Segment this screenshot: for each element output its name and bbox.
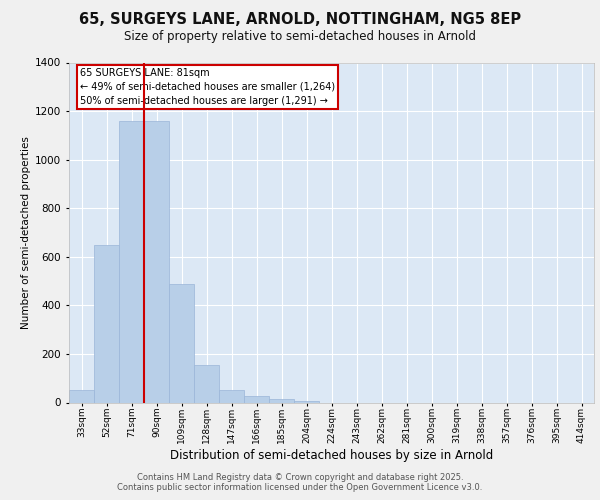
X-axis label: Distribution of semi-detached houses by size in Arnold: Distribution of semi-detached houses by … xyxy=(170,448,493,462)
Text: Contains HM Land Registry data © Crown copyright and database right 2025.
Contai: Contains HM Land Registry data © Crown c… xyxy=(118,473,482,492)
Bar xyxy=(69,390,94,402)
Bar xyxy=(119,121,144,402)
Bar xyxy=(194,365,219,403)
Text: Size of property relative to semi-detached houses in Arnold: Size of property relative to semi-detach… xyxy=(124,30,476,43)
Y-axis label: Number of semi-detached properties: Number of semi-detached properties xyxy=(21,136,31,329)
Bar xyxy=(269,399,294,402)
Text: 65 SURGEYS LANE: 81sqm
← 49% of semi-detached houses are smaller (1,264)
50% of : 65 SURGEYS LANE: 81sqm ← 49% of semi-det… xyxy=(79,68,335,106)
Bar xyxy=(219,390,244,402)
Bar xyxy=(244,396,269,402)
Text: 65, SURGEYS LANE, ARNOLD, NOTTINGHAM, NG5 8EP: 65, SURGEYS LANE, ARNOLD, NOTTINGHAM, NG… xyxy=(79,12,521,28)
Bar xyxy=(144,121,169,402)
Bar xyxy=(94,244,119,402)
Bar xyxy=(169,284,194,403)
